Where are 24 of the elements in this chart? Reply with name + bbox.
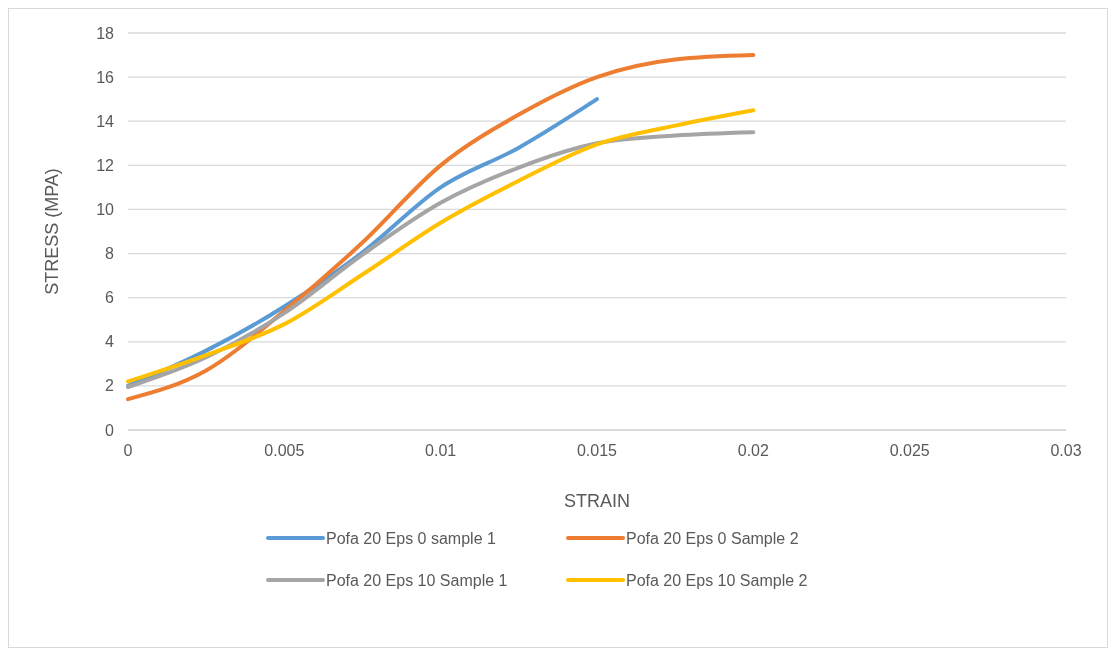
legend-label: Pofa 20 Eps 10 Sample 1 <box>326 571 508 589</box>
y-tick-label: 0 <box>105 421 115 439</box>
y-tick-label: 8 <box>105 245 115 263</box>
y-tick-label: 10 <box>96 201 115 219</box>
line-series <box>126 53 756 402</box>
x-tick-label: 0.015 <box>576 442 618 459</box>
x-tick-label: 0.01 <box>425 442 457 459</box>
y-tick-label: 14 <box>96 112 115 130</box>
y-tick-label: 18 <box>96 24 115 42</box>
x-tick-label: 0.005 <box>264 442 305 459</box>
x-axis-title: STRAIN <box>563 491 631 511</box>
legend-label: Pofa 20 Eps 10 Sample 2 <box>626 571 808 589</box>
y-tick-label: 2 <box>105 377 115 395</box>
y-tick-label: 12 <box>96 156 115 174</box>
x-tick-label: 0.03 <box>1050 442 1082 459</box>
y-tick-label: 4 <box>105 333 115 351</box>
legend-label: Pofa 20 Eps 0 Sample 2 <box>626 529 799 547</box>
legend-label: Pofa 20 Eps 0 sample 1 <box>326 529 496 547</box>
x-tick-label: 0.025 <box>889 442 930 459</box>
x-tick-label: 0 <box>123 442 133 459</box>
y-axis-title: STRESS (MPA) <box>42 168 62 295</box>
y-tick-label: 6 <box>105 289 115 307</box>
y-tick-label: 16 <box>96 68 115 86</box>
x-tick-label: 0.02 <box>737 442 770 459</box>
